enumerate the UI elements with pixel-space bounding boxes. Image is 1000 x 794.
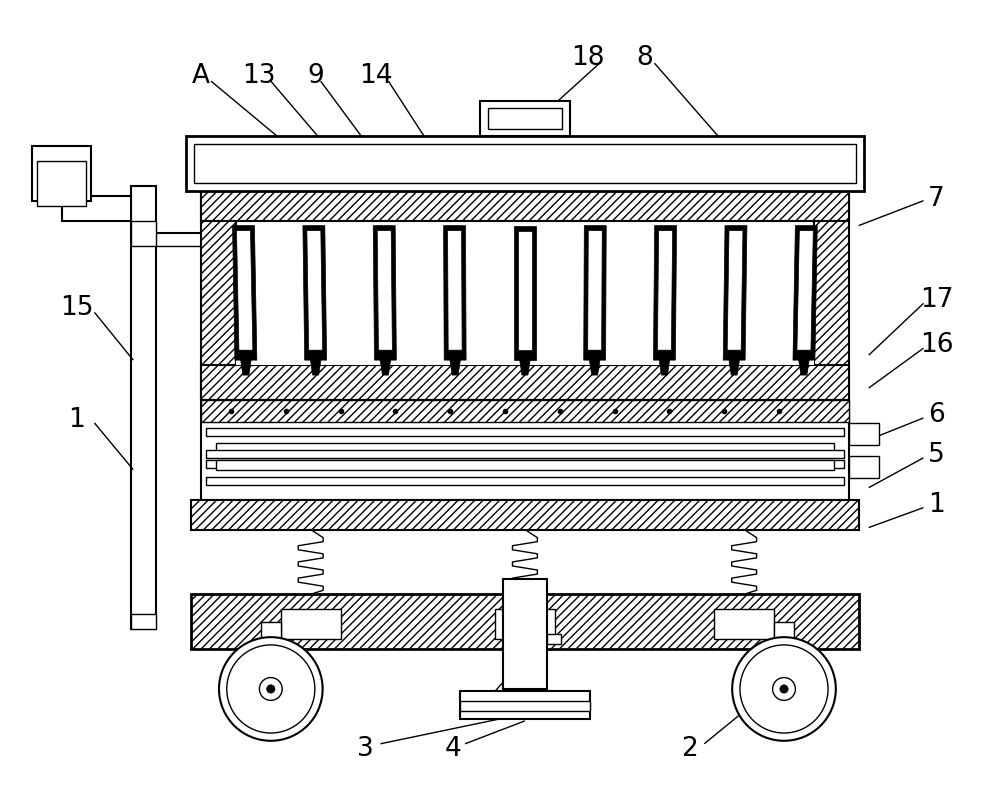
Text: 4: 4 [445, 736, 462, 761]
Bar [281, 609, 341, 639]
Polygon shape [727, 230, 743, 350]
Bar [495, 609, 555, 639]
Bar [216, 460, 834, 470]
Bar [261, 622, 281, 642]
Text: 3: 3 [357, 736, 374, 761]
Bar [194, 144, 856, 183]
Polygon shape [233, 225, 257, 360]
Polygon shape [240, 355, 252, 375]
Circle shape [259, 677, 282, 700]
Bar [216, 443, 834, 453]
Bar [253, 642, 289, 669]
Polygon shape [728, 355, 740, 375]
Bar [131, 615, 156, 629]
Polygon shape [584, 225, 606, 360]
Bar [206, 450, 844, 458]
Bar [774, 622, 794, 642]
Bar [191, 499, 859, 530]
Text: 17: 17 [920, 287, 953, 314]
Polygon shape [519, 355, 531, 375]
Bar [206, 460, 844, 468]
Bar [503, 580, 547, 689]
Polygon shape [377, 230, 392, 350]
Text: 5: 5 [928, 441, 945, 468]
Polygon shape [373, 225, 396, 360]
Polygon shape [657, 230, 673, 350]
Bar [849, 456, 879, 478]
Circle shape [219, 637, 323, 741]
Bar [236, 225, 814, 365]
Text: 8: 8 [636, 45, 653, 71]
Polygon shape [589, 355, 601, 375]
Polygon shape [798, 355, 810, 375]
Bar [37, 161, 86, 206]
Circle shape [267, 685, 275, 693]
Bar [460, 701, 590, 711]
Bar [714, 609, 774, 639]
Bar [201, 400, 849, 499]
Bar [32, 146, 91, 201]
Circle shape [780, 685, 788, 693]
Polygon shape [518, 230, 532, 350]
Bar [547, 634, 561, 644]
Text: A: A [192, 64, 210, 89]
Bar [201, 191, 236, 400]
Polygon shape [448, 230, 462, 350]
Polygon shape [444, 225, 466, 360]
Bar [201, 365, 849, 400]
Bar [480, 101, 570, 136]
Polygon shape [237, 230, 253, 350]
Polygon shape [303, 225, 327, 360]
Bar [488, 108, 562, 129]
Bar [236, 225, 814, 365]
Text: 1: 1 [68, 407, 85, 433]
Bar [849, 423, 879, 445]
Polygon shape [658, 355, 670, 375]
Bar [131, 186, 156, 629]
Polygon shape [588, 230, 602, 350]
Polygon shape [514, 225, 536, 360]
Text: 13: 13 [242, 64, 276, 89]
Circle shape [732, 637, 836, 741]
Polygon shape [793, 225, 817, 360]
Text: 14: 14 [359, 64, 392, 89]
Polygon shape [307, 230, 323, 350]
Bar [206, 476, 844, 484]
Bar [766, 642, 802, 669]
Bar [814, 191, 849, 400]
Text: 2: 2 [681, 736, 698, 761]
Text: 18: 18 [571, 45, 604, 71]
Text: 1: 1 [928, 491, 945, 518]
Bar [460, 691, 590, 719]
Polygon shape [653, 225, 677, 360]
Bar [62, 195, 131, 221]
Text: 6: 6 [928, 402, 945, 428]
Bar [191, 594, 859, 649]
Polygon shape [379, 355, 391, 375]
Bar [201, 400, 849, 422]
Polygon shape [449, 355, 461, 375]
Bar [131, 221, 156, 245]
Text: 9: 9 [307, 64, 324, 89]
Bar [206, 428, 844, 436]
Text: 15: 15 [60, 295, 93, 322]
Polygon shape [310, 355, 322, 375]
Polygon shape [723, 225, 747, 360]
Bar [186, 136, 864, 191]
Polygon shape [797, 230, 813, 350]
Text: 7: 7 [928, 186, 945, 212]
Text: 16: 16 [920, 332, 953, 358]
Bar [201, 191, 849, 221]
Circle shape [773, 677, 795, 700]
